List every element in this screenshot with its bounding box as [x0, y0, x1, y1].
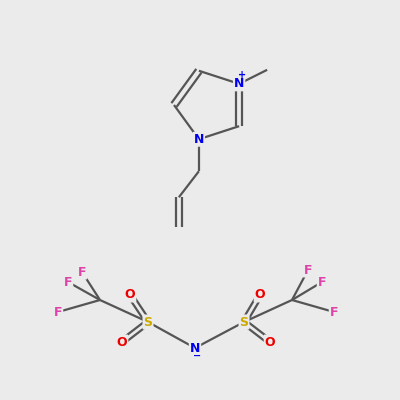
Text: F: F — [54, 306, 62, 318]
Text: F: F — [330, 306, 338, 318]
Text: F: F — [318, 276, 326, 288]
Text: N: N — [234, 77, 244, 90]
Text: O: O — [255, 288, 265, 302]
Text: F: F — [78, 266, 86, 278]
Text: −: − — [193, 351, 201, 361]
Text: O: O — [125, 288, 135, 302]
Text: S: S — [144, 316, 152, 328]
Text: +: + — [238, 70, 246, 80]
Text: F: F — [304, 264, 312, 276]
Text: S: S — [240, 316, 248, 328]
Text: F: F — [64, 276, 72, 288]
Text: N: N — [194, 133, 204, 146]
Text: O: O — [117, 336, 127, 348]
Text: O: O — [265, 336, 275, 348]
Text: N: N — [190, 342, 200, 354]
